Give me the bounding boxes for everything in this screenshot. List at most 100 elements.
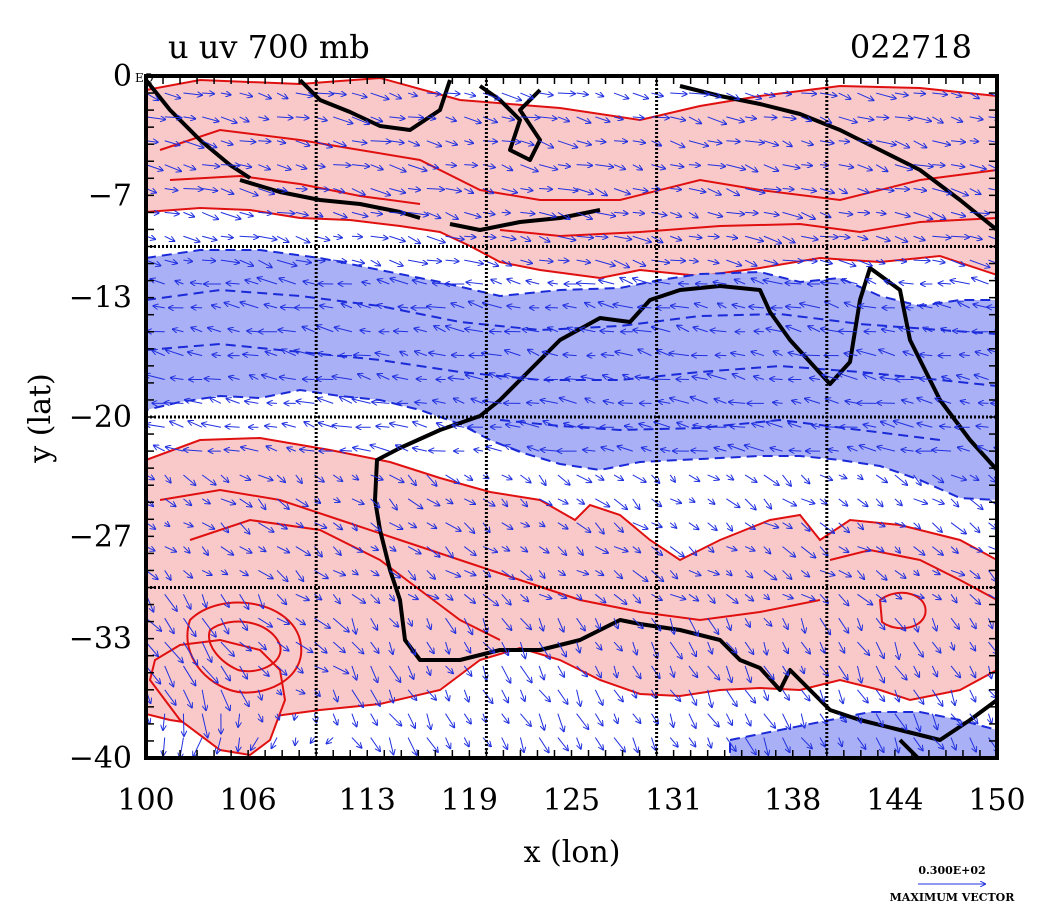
wind-vector xyxy=(202,189,217,191)
wind-vector xyxy=(707,522,717,530)
wind-vector xyxy=(239,236,258,237)
wind-vector xyxy=(389,617,398,627)
wind-vector xyxy=(506,424,521,427)
wind-vector xyxy=(164,474,171,483)
wind-vector xyxy=(183,189,202,190)
wind-vector xyxy=(539,189,552,190)
wind-vector xyxy=(371,445,390,452)
wind-vector xyxy=(913,236,925,240)
wind-vector xyxy=(688,211,698,217)
wind-vector xyxy=(913,737,923,751)
wind-vector xyxy=(311,738,315,743)
wind-vector xyxy=(258,570,272,578)
wind-vector xyxy=(576,498,584,504)
wind-vector xyxy=(220,546,233,555)
contour-negative-inner-3 xyxy=(499,418,941,441)
wind-vector xyxy=(220,617,228,633)
wind-vector xyxy=(578,426,596,427)
wind-vector xyxy=(239,617,248,630)
wind-vector xyxy=(950,737,956,750)
wind-vector xyxy=(407,140,419,146)
coast-sulawesi xyxy=(478,84,542,162)
wind-vector xyxy=(390,279,409,285)
wind-vector xyxy=(932,188,951,194)
wind-vector xyxy=(445,474,460,483)
wind-vector xyxy=(763,474,779,485)
wind-vector xyxy=(146,164,163,171)
wind-vector xyxy=(426,593,438,598)
wind-vector xyxy=(688,116,701,123)
wind-vector xyxy=(783,761,792,772)
wind-vector xyxy=(801,189,816,192)
wind-vector xyxy=(188,352,203,356)
wind-vector xyxy=(801,761,805,773)
wind-vector xyxy=(767,329,783,332)
wind-vector xyxy=(389,474,403,482)
wind-vector xyxy=(250,375,259,379)
wind-vector xyxy=(725,618,730,630)
wind-vector xyxy=(894,260,906,261)
wind-vector xyxy=(707,141,722,143)
wind-vector xyxy=(786,283,802,284)
wind-vector xyxy=(707,165,725,167)
wind-vector xyxy=(1007,761,1014,771)
wind-vector xyxy=(899,328,914,333)
wind-vector xyxy=(183,93,202,95)
wind-vector xyxy=(969,522,980,532)
wind-vector xyxy=(239,498,252,507)
wind-vector xyxy=(749,307,764,308)
wind-vector xyxy=(164,617,174,633)
wind-vector xyxy=(744,92,761,98)
wind-vector xyxy=(307,761,314,765)
wind-vector xyxy=(314,665,327,671)
wind-vector xyxy=(988,117,997,118)
wind-vector xyxy=(576,116,591,123)
wind-vector xyxy=(913,474,921,485)
wind-vector xyxy=(651,761,660,771)
wind-vector xyxy=(351,165,369,167)
wind-vector xyxy=(875,235,890,241)
wind-vector xyxy=(528,350,540,357)
wind-vector xyxy=(894,117,913,119)
wind-vector xyxy=(707,92,721,97)
wind-vector xyxy=(632,737,638,753)
wind-vector xyxy=(220,188,233,194)
wind-vector xyxy=(838,92,851,99)
wind-vector xyxy=(576,665,588,676)
wind-vector xyxy=(730,426,746,427)
wind-vector xyxy=(923,328,933,332)
wind-vector xyxy=(482,546,497,552)
wind-vector xyxy=(688,260,698,261)
wind-vector xyxy=(445,546,453,558)
wind-vector xyxy=(201,474,215,485)
wind-vector xyxy=(239,188,258,196)
wind-vector xyxy=(633,761,642,774)
wind-vector xyxy=(950,188,968,196)
wind-vector xyxy=(335,327,353,333)
wind-vector xyxy=(894,665,907,680)
wind-vector xyxy=(950,498,958,507)
wind-vector xyxy=(969,665,976,677)
wind-vector xyxy=(707,713,719,727)
wind-vector xyxy=(426,93,440,94)
wind-vector xyxy=(782,93,791,94)
wind-vector xyxy=(295,737,296,746)
wind-vector xyxy=(1007,523,1020,527)
wind-vector xyxy=(670,140,684,147)
wind-vector xyxy=(400,352,409,356)
wind-vector xyxy=(651,140,661,146)
wind-vector xyxy=(467,282,484,284)
wind-vector xyxy=(445,617,456,633)
wind-vector xyxy=(707,617,719,634)
wind-vector xyxy=(726,593,737,603)
wind-vector xyxy=(332,713,337,725)
wind-vector xyxy=(426,211,440,218)
wind-vector xyxy=(894,641,899,659)
wind-vector xyxy=(857,641,869,655)
wind-vector xyxy=(751,352,764,357)
wind-vector xyxy=(520,164,537,172)
wind-vector xyxy=(258,547,265,552)
wind-vector xyxy=(407,713,415,728)
wind-vector xyxy=(501,713,509,723)
wind-vector xyxy=(651,235,662,242)
